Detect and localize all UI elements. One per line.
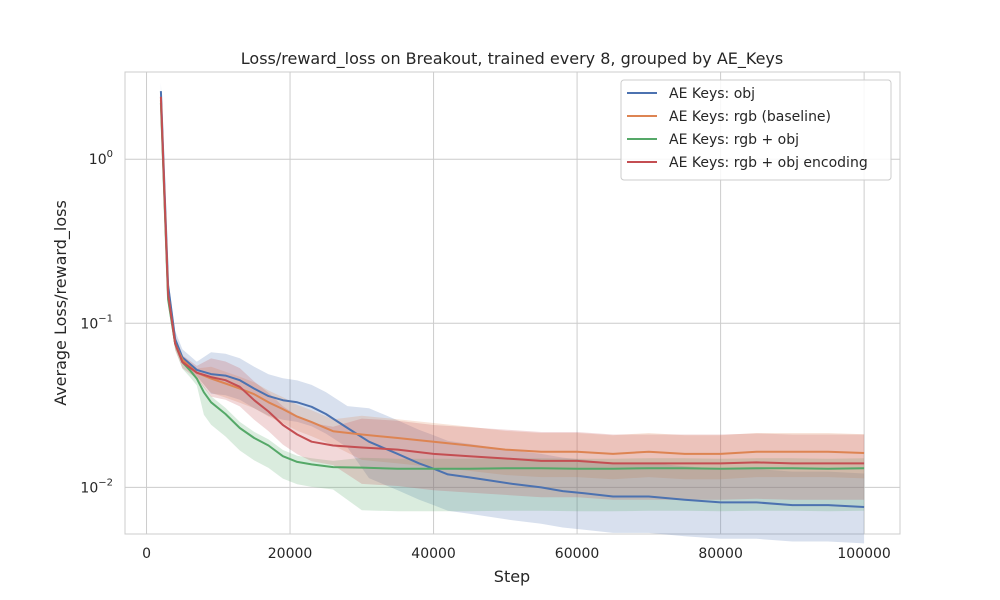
legend-label-0: AE Keys: obj <box>669 86 755 102</box>
x-tick-label: 0 <box>142 546 151 562</box>
legend-label-2: AE Keys: rgb + obj <box>669 132 799 148</box>
x-tick-label: 20000 <box>268 546 313 562</box>
y-axis: 10−2 10−1 100 <box>80 149 113 496</box>
series-line-3 <box>159 96 865 465</box>
x-axis: 0 20000 40000 60000 80000 100000 <box>142 546 891 562</box>
legend: AE Keys: obj AE Keys: rgb (baseline) AE Ke… <box>620 79 892 181</box>
x-tick-label: 80000 <box>698 546 743 562</box>
chart-title: Loss/reward_loss on Breakout, trained ev… <box>241 49 783 69</box>
y-axis-title: Average Loss/reward_loss <box>51 200 71 406</box>
x-tick-label: 100000 <box>837 546 890 562</box>
y-tick-label: 10−1 <box>80 313 113 332</box>
y-tick-label: 10−2 <box>80 477 113 496</box>
series-band-2 <box>160 100 865 512</box>
series-line-2 <box>159 102 865 470</box>
series-line-0 <box>159 91 865 508</box>
legend-label-3: AE Keys: rgb + obj encoding <box>669 155 868 171</box>
series-band-0 <box>160 83 865 544</box>
legend-label-1: AE Keys: rgb (baseline) <box>669 109 831 125</box>
legend-box <box>620 79 892 181</box>
series-lines <box>159 91 865 508</box>
series-band-3 <box>160 90 865 500</box>
x-axis-title: Step <box>494 567 530 586</box>
y-tick-label: 100 <box>89 149 113 168</box>
x-tick-label: 40000 <box>411 546 456 562</box>
x-tick-label: 60000 <box>555 546 600 562</box>
series-band-1 <box>160 95 865 480</box>
confidence-bands <box>160 83 865 544</box>
